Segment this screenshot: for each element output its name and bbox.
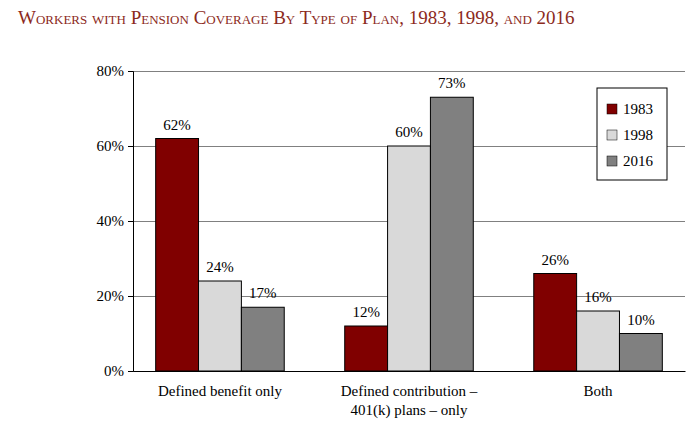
y-axis: 0% 20% 40% 60% 80% <box>97 63 134 379</box>
bar <box>430 97 473 371</box>
x-axis-line <box>134 371 686 372</box>
y-tick: 40% <box>97 213 134 229</box>
legend-item: 1998 <box>607 127 653 143</box>
y-tick-mark <box>128 371 133 372</box>
plot: 62% 12% 26% 24% 60% 16% 17% 73% 10% 0% 20% 40% 60% 80… <box>97 63 686 419</box>
grid-line <box>133 71 685 72</box>
bar <box>156 139 199 372</box>
bar <box>534 274 577 372</box>
x-tick: Defined contribution – 401(k) plans – onl… <box>341 371 478 419</box>
data-label: 73% <box>438 75 466 91</box>
bars <box>156 97 663 371</box>
x-tick: Defined benefit only <box>158 371 283 399</box>
x-tick-label-line: Both <box>583 383 613 399</box>
x-tick-label: Both <box>583 383 613 399</box>
bar <box>388 146 431 371</box>
data-label: 12% <box>352 304 380 320</box>
y-tick-label: 40% <box>97 213 125 229</box>
y-tick: 0% <box>104 363 133 379</box>
data-label: 24% <box>206 259 234 275</box>
legend: 1983 1998 2016 <box>597 88 667 180</box>
bar <box>345 326 388 371</box>
bar <box>199 281 242 371</box>
legend-swatch <box>607 104 617 114</box>
y-tick-mark <box>128 221 133 222</box>
grid-line <box>133 371 685 372</box>
grid-tick <box>133 71 685 72</box>
x-tick-label-line: Defined benefit only <box>158 383 283 399</box>
legend-label: 2016 <box>623 153 654 169</box>
data-label: 62% <box>163 117 191 133</box>
legend-item: 1983 <box>607 101 653 117</box>
y-tick-mark <box>128 71 133 72</box>
bar <box>577 311 620 371</box>
y-tick-mark <box>128 146 133 147</box>
legend-item: 2016 <box>607 153 654 169</box>
y-tick-label: 20% <box>97 288 125 304</box>
grid-tick <box>133 371 685 372</box>
title: Workers with Pension Coverage By Type of… <box>18 7 575 28</box>
x-tick: Both <box>583 371 613 399</box>
x-tick-label: Defined contribution – 401(k) plans – onl… <box>341 383 478 420</box>
y-tick-label: 60% <box>97 138 125 154</box>
legend-label: 1998 <box>623 127 653 143</box>
x-tick-label: Defined benefit only <box>158 383 283 399</box>
bar <box>241 307 284 371</box>
data-label: 26% <box>541 252 569 268</box>
data-label: 16% <box>584 289 612 305</box>
data-label: 17% <box>249 285 277 301</box>
y-tick-label: 0% <box>104 363 124 379</box>
bar <box>619 334 662 372</box>
legend-box <box>597 88 667 180</box>
x-axis: Defined benefit only Defined contribution… <box>134 371 686 419</box>
y-tick-label: 80% <box>97 63 125 79</box>
legend-swatch <box>607 156 617 166</box>
y-tick-mark <box>128 296 133 297</box>
legend-swatch <box>607 130 617 140</box>
data-label: 10% <box>627 312 655 328</box>
y-tick: 80% <box>97 63 134 79</box>
grid <box>133 72 685 372</box>
y-tick: 60% <box>97 138 134 154</box>
legend-label: 1983 <box>623 101 653 117</box>
x-tick-label-line: Defined contribution – <box>341 383 478 399</box>
x-tick-label-line: 401(k) plans – only <box>350 402 468 419</box>
chart: Workers with Pension Coverage By Type of… <box>0 0 700 421</box>
y-axis-line <box>128 72 134 372</box>
data-labels: 62% 12% 26% 24% 60% 16% 17% 73% 10% <box>163 75 654 327</box>
data-label: 60% <box>395 124 423 140</box>
y-tick: 20% <box>97 288 134 304</box>
